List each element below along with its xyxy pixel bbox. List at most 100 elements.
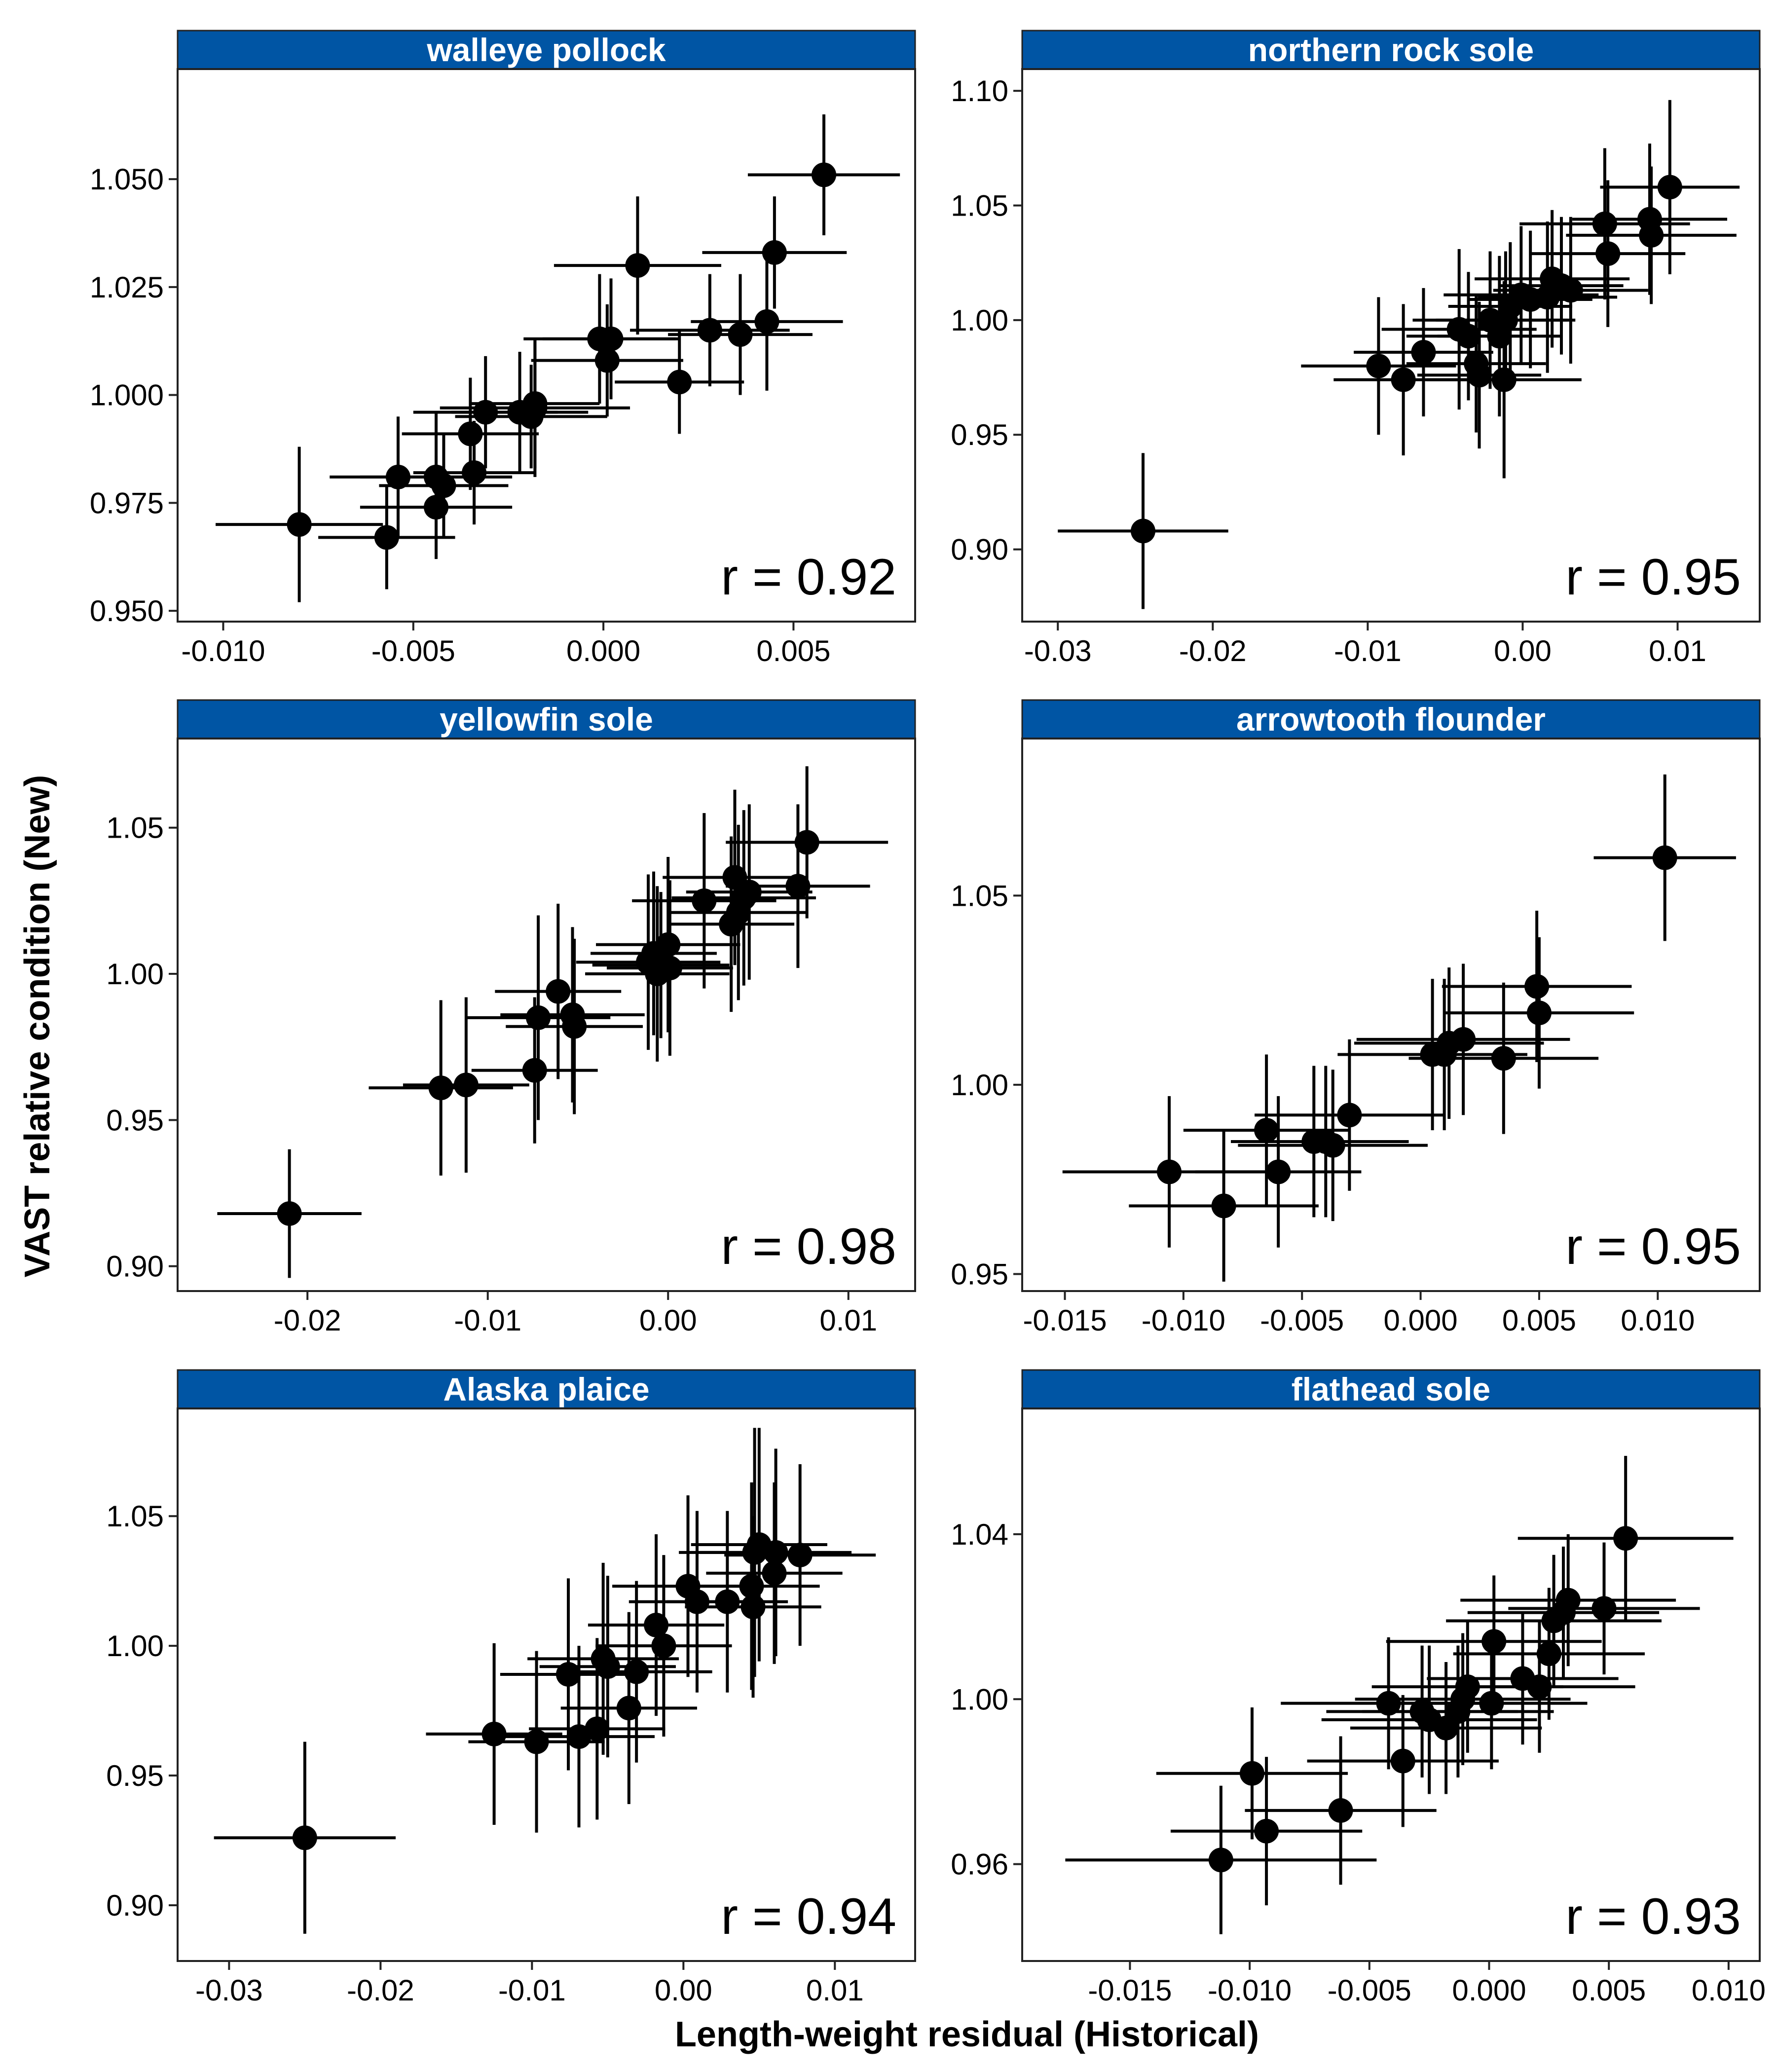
chart-panel: arrowtooth flounder -0.015 -0.010 -0.005 0.0… (951, 699, 1761, 1337)
panel-title: yellowfin sole (440, 701, 653, 738)
data-point (428, 1075, 453, 1101)
x-tick-label: -0.01 (498, 1974, 566, 2007)
data-point (1451, 1027, 1476, 1052)
data-point (1652, 845, 1677, 870)
y-tick-label: 0.95 (106, 1104, 164, 1137)
data-point (762, 1560, 787, 1586)
x-tick-label: 0.01 (1649, 634, 1706, 667)
x-tick-label: 0.00 (655, 1974, 712, 2007)
panel-title: walleye pollock (426, 32, 666, 68)
data-point (1320, 1133, 1345, 1158)
x-tick-label: -0.005 (1328, 1974, 1411, 2007)
correlation-label: r = 0.93 (1565, 1888, 1741, 1945)
data-point (812, 162, 837, 187)
panel-strip (177, 1369, 916, 1409)
data-point (785, 874, 811, 899)
y-tick-label: 1.05 (951, 189, 1008, 222)
y-tick-label: 1.050 (90, 163, 164, 196)
data-point (1591, 1596, 1617, 1621)
data-point (522, 1058, 547, 1083)
data-point (595, 1654, 620, 1679)
data-point (1456, 324, 1481, 349)
x-tick-label: 0.000 (566, 634, 640, 667)
data-point (546, 979, 571, 1004)
data-point (656, 932, 681, 957)
data-point (787, 1543, 813, 1568)
data-point (1130, 518, 1155, 544)
x-tick-label: 0.01 (806, 1974, 864, 2007)
data-point (644, 1613, 669, 1638)
x-tick-label: -0.005 (371, 634, 455, 667)
data-point (385, 464, 410, 489)
data-point (762, 240, 787, 265)
data-point (1481, 1629, 1507, 1654)
y-tick-label: 0.90 (106, 1250, 164, 1283)
x-tick-label: -0.02 (274, 1304, 341, 1337)
data-point (453, 1073, 479, 1098)
y-tick-label: 1.00 (951, 1069, 1008, 1102)
x-tick-label: 0.005 (1502, 1304, 1576, 1337)
data-point (692, 888, 717, 913)
plot-frame (177, 738, 916, 1292)
data-point (431, 473, 456, 498)
data-point (740, 1594, 766, 1620)
data-point (1592, 211, 1617, 236)
data-point (697, 318, 722, 343)
x-tick-label: -0.005 (1260, 1304, 1344, 1337)
x-tick-label: -0.010 (181, 634, 265, 667)
chart-panel: walleye pollock -0.010 -0.005 0.000 0.005 0.9… (90, 30, 916, 667)
data-point (1376, 1691, 1401, 1716)
data-point (1526, 1000, 1552, 1026)
plot-frame (1021, 68, 1761, 623)
data-point (1595, 241, 1621, 266)
data-point (524, 1729, 549, 1754)
y-tick-label: 0.95 (951, 418, 1008, 451)
x-tick-label: 0.00 (1494, 634, 1552, 667)
data-point (1211, 1193, 1236, 1219)
y-tick-label: 1.05 (951, 879, 1008, 912)
y-tick-label: 1.00 (951, 1683, 1008, 1716)
y-tick-label: 1.000 (90, 379, 164, 412)
plot-frame (177, 1407, 916, 1962)
data-point (458, 421, 483, 446)
data-point (1254, 1117, 1279, 1143)
x-tick-label: -0.02 (1179, 634, 1247, 667)
data-point (1524, 974, 1550, 999)
data-point (526, 1005, 551, 1030)
data-point (522, 391, 548, 416)
data-point (277, 1201, 302, 1226)
correlation-label: r = 0.95 (1565, 549, 1741, 606)
data-point (754, 309, 779, 334)
x-tick-label: -0.03 (195, 1974, 263, 2007)
panel-title: Alaska plaice (443, 1371, 649, 1407)
panel-strip (1021, 699, 1761, 740)
y-tick-label: 1.10 (951, 74, 1008, 108)
panel-strip (1021, 1369, 1761, 1409)
correlation-label: r = 0.92 (721, 549, 896, 606)
data-point (651, 1633, 676, 1659)
data-point (624, 1659, 649, 1684)
data-point (585, 1716, 610, 1741)
correlation-label: r = 0.95 (1565, 1218, 1741, 1275)
x-tick-label: 0.005 (1572, 1974, 1646, 2007)
data-point (1536, 1641, 1561, 1666)
data-point (667, 370, 692, 395)
chart-panel: Alaska plaice -0.03 -0.02 -0.01 0.00 0.01 0.90… (106, 1369, 916, 2007)
correlation-label: r = 0.94 (721, 1888, 896, 1945)
y-tick-label: 0.975 (90, 486, 164, 519)
y-tick-label: 0.950 (90, 594, 164, 628)
data-point (728, 322, 753, 347)
panel-title: flathead sole (1292, 1371, 1490, 1407)
x-tick-label: -0.01 (1334, 634, 1402, 667)
data-point (1657, 175, 1682, 200)
data-point (1527, 1674, 1552, 1700)
data-point (287, 512, 312, 537)
data-point (1266, 1159, 1291, 1184)
data-point (739, 1574, 764, 1599)
y-tick-label: 0.90 (106, 1889, 164, 1922)
y-tick-label: 0.96 (951, 1848, 1008, 1881)
x-tick-label: -0.02 (347, 1974, 414, 2007)
data-point (1455, 1674, 1480, 1700)
chart-panel: yellowfin sole -0.02 -0.01 0.00 0.01 0.90 0.95… (106, 699, 916, 1337)
